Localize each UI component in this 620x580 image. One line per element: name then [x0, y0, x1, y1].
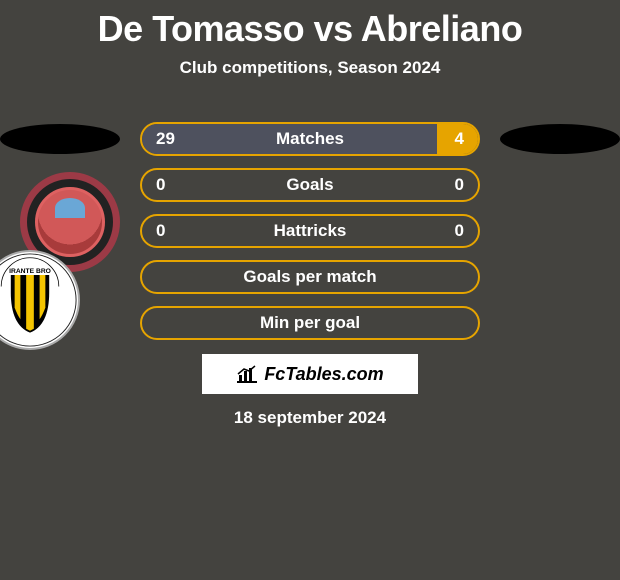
player-shadow-left	[0, 124, 120, 154]
watermark-text: FcTables.com	[264, 364, 383, 385]
stat-row: 294Matches	[140, 122, 480, 156]
stat-label: Min per goal	[142, 313, 478, 333]
stat-row: 00Hattricks	[140, 214, 480, 248]
bar-chart-icon	[236, 365, 258, 383]
team-crest-left-inner	[35, 187, 105, 257]
comparison-subtitle: Club competitions, Season 2024	[0, 58, 620, 78]
watermark-badge: FcTables.com	[202, 354, 418, 394]
shield-icon: IRANTE BRO	[0, 252, 78, 348]
stats-container: 294Matches 00Goals 00Hattricks Goals per ma…	[140, 122, 480, 352]
svg-text:IRANTE BRO: IRANTE BRO	[9, 268, 51, 275]
comparison-title: De Tomasso vs Abreliano	[0, 0, 620, 50]
stat-row: Min per goal	[140, 306, 480, 340]
team-crest-right: IRANTE BRO	[0, 250, 80, 350]
player-shadow-right	[500, 124, 620, 154]
stat-label: Goals	[142, 175, 478, 195]
stat-row: 00Goals	[140, 168, 480, 202]
stat-label: Matches	[142, 129, 478, 149]
stat-label: Goals per match	[142, 267, 478, 287]
snapshot-date: 18 september 2024	[0, 408, 620, 428]
stat-label: Hattricks	[142, 221, 478, 241]
stat-row: Goals per match	[140, 260, 480, 294]
